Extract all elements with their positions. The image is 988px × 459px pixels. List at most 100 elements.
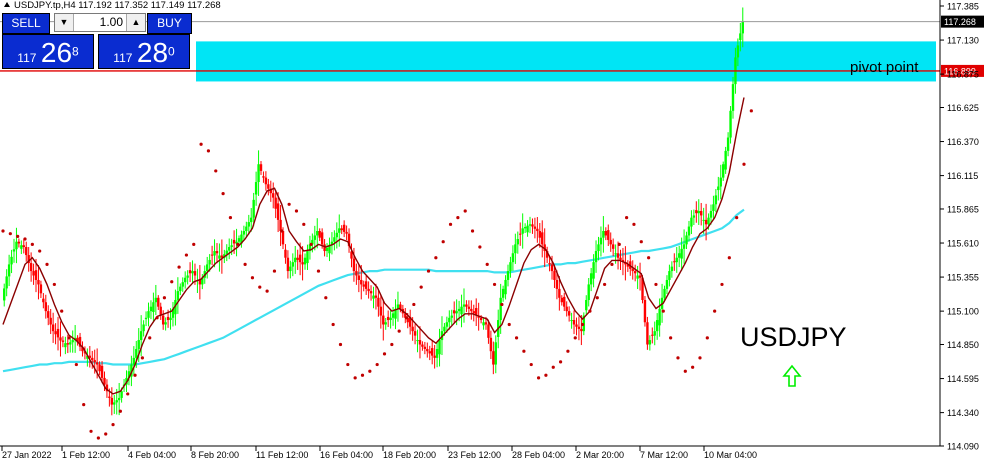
sar-dot xyxy=(38,249,42,253)
candle-body xyxy=(391,313,395,318)
candle-body xyxy=(426,348,429,352)
buy-price-pips: 28 xyxy=(136,37,169,68)
candle-body xyxy=(704,219,708,225)
candle-body xyxy=(592,262,595,279)
symbol-annotation: USDJPY xyxy=(740,322,847,352)
candle-body xyxy=(159,306,162,316)
sar-dot xyxy=(30,242,34,246)
x-tick-label: 18 Feb 20:00 xyxy=(383,450,436,459)
candle-body xyxy=(602,231,605,238)
sar-dot xyxy=(250,276,255,280)
sar-dot xyxy=(456,216,460,220)
candle-body xyxy=(264,177,268,185)
candle-body xyxy=(379,306,383,316)
candle-body xyxy=(599,237,603,245)
sar-dot xyxy=(720,282,724,287)
lot-size-input[interactable]: 1.00 xyxy=(99,15,123,29)
candle-body xyxy=(272,193,275,198)
candle-body xyxy=(589,273,593,285)
candle-body xyxy=(719,177,722,187)
candle-body xyxy=(396,304,400,309)
candle-body xyxy=(254,182,258,195)
candle-body xyxy=(616,253,620,258)
lot-decrease-icon[interactable]: ▼ xyxy=(55,14,74,31)
candle-body xyxy=(509,262,512,272)
lot-size-stepper[interactable]: ▼ 1.00 ▲ xyxy=(54,13,146,32)
candle-body xyxy=(88,355,92,358)
sar-dot xyxy=(485,262,489,266)
candle-body xyxy=(193,271,197,276)
y-tick-label: 115.610 xyxy=(947,239,979,249)
sar-dot xyxy=(375,362,379,367)
y-tick-label: 115.100 xyxy=(947,307,979,317)
candle-body xyxy=(49,317,52,325)
candle-body xyxy=(382,315,385,325)
candle-body xyxy=(712,204,715,211)
candle-body xyxy=(570,320,573,322)
y-tick-label: 114.090 xyxy=(947,442,979,452)
candle-body xyxy=(215,251,219,254)
sell-button[interactable]: SELL xyxy=(2,13,50,34)
candle-body xyxy=(731,84,735,111)
buy-price-box[interactable]: 117 280 xyxy=(98,34,190,69)
candle-body xyxy=(526,225,529,233)
candle-body xyxy=(154,297,158,303)
candle-body xyxy=(183,277,187,283)
candle-body xyxy=(453,310,456,314)
candle-body xyxy=(281,231,285,245)
candle-body xyxy=(364,281,368,289)
candle-body xyxy=(328,244,331,254)
sar-dot xyxy=(419,285,423,289)
sar-dot xyxy=(580,322,585,327)
candle-body xyxy=(523,227,527,229)
candle-body xyxy=(404,313,407,318)
candle-body xyxy=(127,371,131,378)
candle-body xyxy=(137,340,140,349)
candle-body xyxy=(682,244,686,249)
lot-increase-icon[interactable]: ▲ xyxy=(126,14,145,31)
candle-body xyxy=(673,261,676,263)
candle-body xyxy=(115,400,118,403)
candle-body xyxy=(198,279,202,285)
candle-body xyxy=(78,336,82,347)
candle-body xyxy=(565,306,568,312)
sar-dot xyxy=(404,316,409,320)
sell-price-box[interactable]: 117 268 xyxy=(2,34,94,69)
candle-body xyxy=(467,306,471,309)
candle-body xyxy=(71,340,74,343)
sar-dot xyxy=(104,432,108,436)
candle-body xyxy=(741,21,744,34)
candle-body xyxy=(418,340,422,345)
sar-dot xyxy=(500,302,504,307)
candle-body xyxy=(61,340,65,342)
candle-body xyxy=(139,331,143,341)
candle-body xyxy=(668,271,671,280)
candle-body xyxy=(7,264,11,277)
candle-body xyxy=(47,311,50,318)
candle-body xyxy=(274,197,277,209)
candle-body xyxy=(670,266,674,272)
pivot-price-label: 116.899 xyxy=(944,66,976,76)
y-tick-label: 116.875 xyxy=(947,70,979,80)
candle-body xyxy=(421,344,424,347)
candle-body xyxy=(709,210,713,218)
sar-dot xyxy=(155,316,159,320)
candle-body xyxy=(651,334,654,336)
collapse-triangle-icon[interactable] xyxy=(4,2,10,7)
sar-dot xyxy=(749,109,753,113)
sar-dot xyxy=(199,142,203,146)
sar-dot xyxy=(309,242,313,246)
candle-body xyxy=(279,219,282,232)
candle-body xyxy=(22,245,25,248)
buy-button[interactable]: BUY xyxy=(147,13,192,34)
candle-body xyxy=(81,346,84,352)
sar-dot xyxy=(52,282,56,287)
candle-body xyxy=(614,253,617,255)
candle-body xyxy=(218,255,221,259)
candle-body xyxy=(492,351,495,365)
sar-dot xyxy=(23,237,27,241)
pivot-zone[interactable] xyxy=(196,41,936,82)
candle-body xyxy=(700,210,703,216)
candle-body xyxy=(39,284,43,294)
